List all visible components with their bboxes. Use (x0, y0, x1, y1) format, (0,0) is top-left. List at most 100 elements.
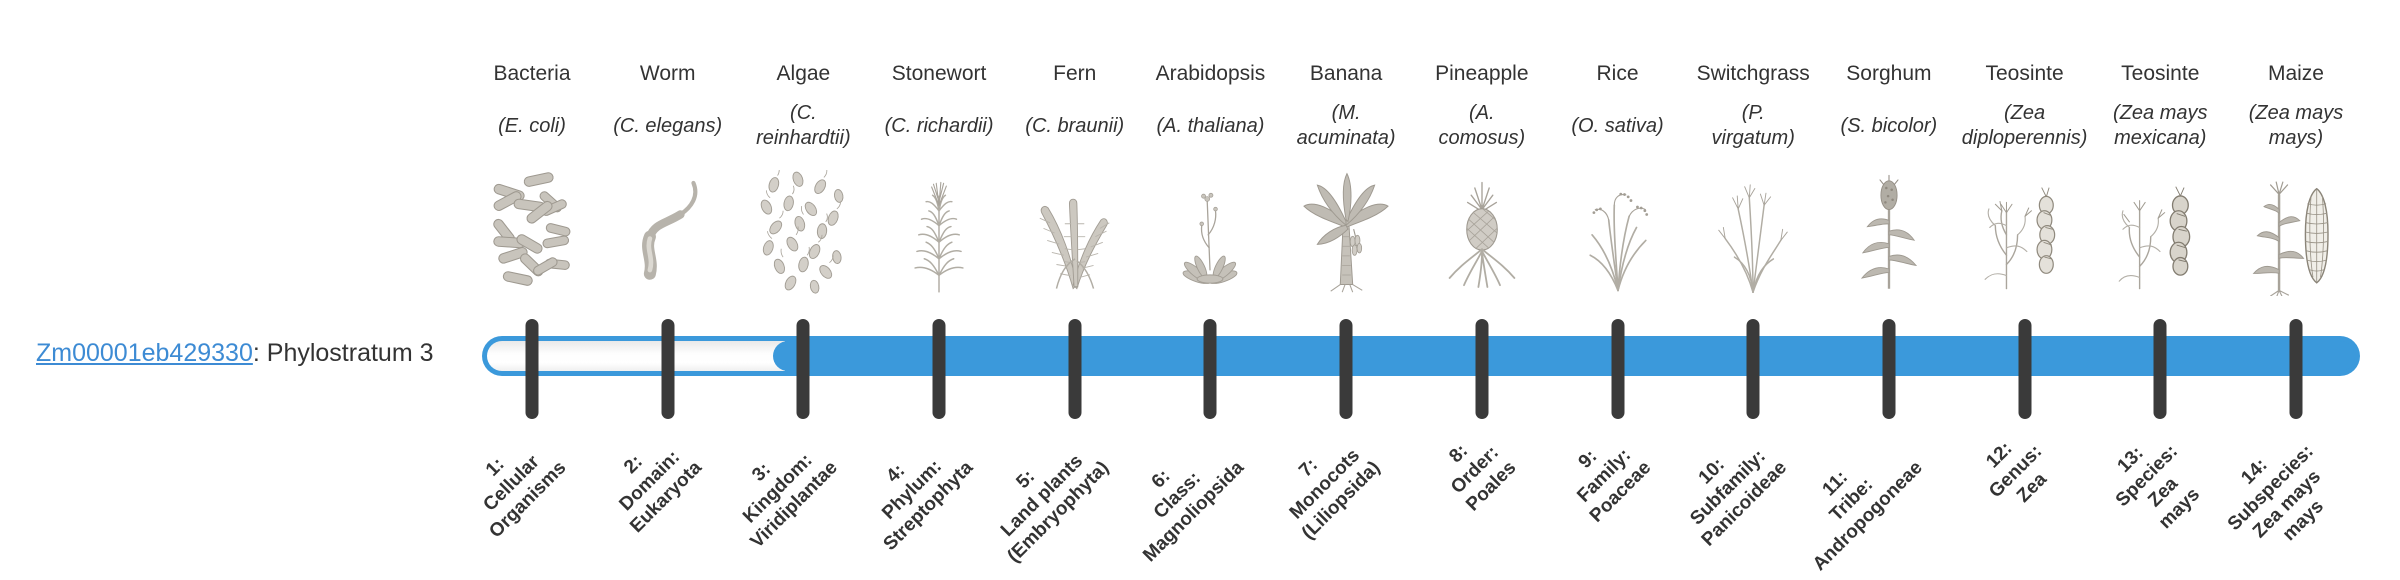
algae-icon (760, 170, 844, 294)
phylostratum-tick (525, 319, 539, 419)
organism-common-name: Sorghum (1846, 62, 1932, 85)
taxon-label: 14: Subspecies: Zea mays mays (2223, 440, 2328, 546)
teosinte-mexicana-icon (2118, 186, 2191, 290)
gene-label: Zm00001eb429330: Phylostratum 3 (36, 339, 434, 368)
phylostratum-tick (2018, 319, 2032, 419)
stratum-column: Stonewort (C. richardii) (864, 60, 1014, 296)
organism-illustration-slot (2085, 158, 2235, 296)
stratum-column: Algae (C. reinhardtii) (728, 60, 878, 296)
phylostratum-tick (1882, 319, 1896, 419)
stratum-column: Rice (O. sativa) (1543, 60, 1693, 296)
organism-scientific-name: (M. acuminata) (1296, 102, 1396, 149)
maize-icon (2252, 181, 2329, 296)
phylostratum-filled-bar (773, 341, 2355, 371)
organism-common-name: Rice (1596, 62, 1639, 85)
sorghum-icon (1860, 174, 1917, 289)
organism-common-name: Algae (776, 62, 831, 85)
organism-illustration-slot (1407, 158, 1557, 296)
organism-scientific-name: (Zea mays mexicana) (2113, 102, 2208, 149)
organism-illustration-slot (1135, 158, 1285, 296)
phylostratum-tick (661, 319, 675, 419)
switchgrass-icon (1718, 184, 1788, 294)
arabidopsis-icon (1183, 192, 1238, 284)
taxon-label: 13: Species: Zea mays (2111, 440, 2205, 534)
phylostratum-tick (1611, 319, 1625, 419)
organism-scientific-name: (Zea mays mays) (2248, 102, 2344, 149)
organism-illustration-slot (593, 158, 743, 296)
stratum-column: Switchgrass (P. virgatum) (1678, 60, 1828, 296)
organism-scientific-name: (C. reinhardtii) (756, 102, 851, 149)
taxon-label: 9: Family: Poaceae (1573, 444, 1656, 527)
organism-illustration-slot (864, 158, 1014, 296)
taxon-label: 5: Land plants (Embryophyta) (996, 450, 1113, 567)
organism-illustration-slot (457, 158, 607, 296)
stratum-column: Pineapple (A. comosus) (1407, 60, 1557, 296)
organism-scientific-name: (C. elegans) (613, 114, 723, 137)
stonewort-icon (914, 181, 964, 293)
taxon-label: 1: Cellular Organisms (479, 451, 571, 543)
organism-illustration-slot (1271, 158, 1421, 296)
taxon-label: 6: Class: Magnoliopsida (1139, 457, 1249, 567)
phylostratum-tick (2289, 319, 2303, 419)
organism-scientific-name: (A. thaliana) (1156, 114, 1265, 137)
taxon-label: 10: Subfamily: Panicoideae (1686, 445, 1792, 551)
stratum-column: Banana (M. acuminata) (1271, 60, 1421, 296)
organism-common-name: Teosinte (1985, 62, 2064, 85)
organism-scientific-name: (O. sativa) (1571, 114, 1664, 137)
organism-common-name: Stonewort (891, 62, 987, 85)
organism-illustration-slot (1814, 158, 1964, 296)
stratum-column: Maize (Zea mays mays) (2221, 60, 2371, 296)
stratum-column: Teosinte (Zea diploperennis) (1950, 60, 2100, 296)
organism-illustration-slot (1678, 158, 1828, 296)
organism-scientific-name: (C. richardii) (884, 114, 994, 137)
organism-common-name: Fern (1053, 62, 1097, 85)
organism-scientific-name: (A. comosus) (1438, 102, 1526, 149)
organism-common-name: Switchgrass (1696, 62, 1810, 85)
gene-separator: : (252, 339, 267, 367)
organism-illustration-slot (728, 158, 878, 296)
organism-common-name: Bacteria (493, 62, 571, 85)
phylostratum-tick (2153, 319, 2167, 419)
phylostratum-bar (482, 336, 2360, 376)
gene-phylostratum-label: Phylostratum 3 (266, 339, 434, 367)
phylostratum-tick (796, 319, 810, 419)
worm-icon (642, 180, 698, 280)
teosinte-diploperennis-icon (1984, 187, 2055, 290)
stratum-column: Sorghum (S. bicolor) (1814, 60, 1964, 296)
organism-common-name: Pineapple (1435, 62, 1529, 85)
pineapple-icon (1448, 181, 1516, 288)
taxon-label: 3: Kingdom: Viridiplantae (738, 449, 842, 553)
bacteria-icon (493, 172, 571, 286)
rice-icon (1588, 192, 1648, 292)
organism-common-name: Teosinte (2121, 62, 2200, 85)
organism-illustration-slot (1950, 158, 2100, 296)
stratum-column: Worm (C. elegans) (593, 60, 743, 296)
organism-illustration-slot (1000, 158, 1150, 296)
organism-scientific-name: (Zea diploperennis) (1961, 102, 2088, 149)
organism-scientific-name: (E. coli) (498, 114, 566, 137)
phylostratum-tick (1339, 319, 1353, 419)
stratum-column: Arabidopsis (A. thaliana) (1135, 60, 1285, 296)
stratum-column: Fern (C. braunii) (1000, 60, 1150, 296)
taxon-label: 8: Order: Poales (1444, 440, 1520, 516)
phylostratum-tick (1203, 319, 1217, 419)
phylostratum-tick (1475, 319, 1489, 419)
organism-common-name: Maize (2267, 62, 2324, 85)
gene-id-link[interactable]: Zm00001eb429330 (36, 339, 253, 367)
taxon-label: 7: Monocots (Liliopsida) (1285, 445, 1385, 544)
organism-common-name: Arabidopsis (1155, 62, 1266, 85)
banana-icon (1303, 172, 1389, 293)
organism-scientific-name: (C. braunii) (1025, 114, 1125, 137)
taxon-label: 11: Tribe: Andropogoneae (1809, 457, 1927, 576)
organism-common-name: Banana (1309, 62, 1383, 85)
organism-common-name: Worm (639, 62, 696, 85)
organism-scientific-name: (P. virgatum) (1711, 102, 1795, 149)
taxon-label: 12: Genus: Zea (1982, 438, 2052, 507)
organism-illustration-slot (1543, 158, 1693, 296)
phylostratum-tick (1068, 319, 1082, 419)
taxon-label: 4: Phylum: Streptophyta (878, 455, 978, 555)
fern-icon (1039, 198, 1110, 290)
phylostratum-tick (932, 319, 946, 419)
organism-illustration-slot (2221, 158, 2371, 296)
